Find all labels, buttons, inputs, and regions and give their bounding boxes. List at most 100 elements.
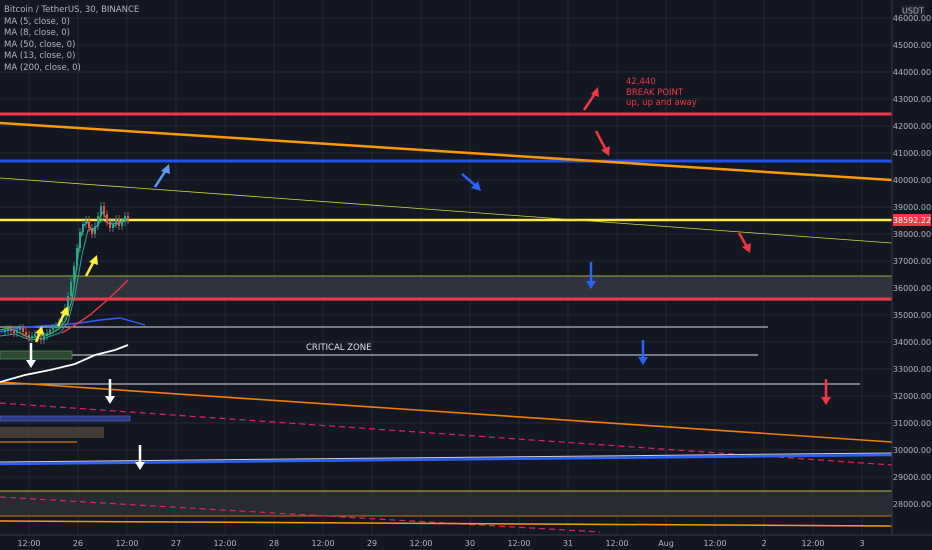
price-tick: 32000.00: [893, 392, 931, 401]
price-tick: 29000.00: [893, 473, 931, 482]
candle-body: [25, 332, 27, 335]
arrow-red-down-2: [737, 232, 751, 253]
indicator-ma-8[interactable]: MA (8, close, 0): [4, 28, 70, 38]
ma-13-line: [61, 279, 129, 334]
price-tick: 43000.00: [893, 95, 931, 104]
candle-body: [100, 206, 102, 216]
currency-label: USDT: [902, 7, 924, 16]
order-block-brown: [0, 427, 104, 438]
candle-body: [127, 216, 129, 220]
arrow-blue-down-3: [638, 340, 648, 365]
candle-body: [121, 222, 123, 226]
price-tick: 44000.00: [893, 68, 931, 77]
candle-body: [97, 216, 99, 226]
candle-body: [91, 228, 93, 234]
symbol-line[interactable]: Bitcoin / TetherUS, 30, BINANCE: [4, 5, 140, 15]
candle-body: [46, 333, 48, 336]
candle-body: [31, 336, 33, 338]
arrow-red-up-1: [582, 87, 599, 111]
indicator-ma-13[interactable]: MA (13, close, 0): [4, 51, 76, 61]
current-price-label: 38592.22: [893, 216, 931, 225]
indicator-ma-200[interactable]: MA (200, close, 0): [4, 62, 81, 73]
arrow-blue-down-2: [586, 262, 596, 289]
time-tick: 29: [367, 539, 377, 548]
price-tick: 31000.00: [893, 419, 931, 428]
time-tick: 12:00: [311, 539, 334, 548]
arrow-yellow-up-1: [34, 326, 44, 343]
arrow-blue-up: [153, 164, 170, 188]
arrow-white-down-2: [105, 379, 115, 404]
support-zone-box: [0, 491, 892, 516]
time-tick: 12:00: [507, 539, 530, 548]
time-tick: 12:00: [703, 539, 726, 548]
price-tick: 46000.00: [893, 14, 931, 23]
candle-body: [28, 335, 30, 338]
price-tick: 34000.00: [893, 338, 931, 347]
break-point-subtitle: up, up and away: [626, 98, 697, 108]
time-ticks: 12:00 26 12:00 27 12:00 28 12:00 29 12:00 30 12:00…: [17, 539, 864, 548]
candle-body: [10, 329, 12, 331]
price-tick: 40000.00: [893, 176, 931, 185]
price-tick: 37000.00: [893, 257, 931, 266]
indicator-ma-5[interactable]: MA (5, close, 0): [4, 16, 70, 27]
yellow-thin-trendline[interactable]: [0, 177, 893, 244]
currency-badge[interactable]: [901, 5, 925, 16]
candle-body: [16, 330, 18, 333]
time-axis[interactable]: [0, 535, 932, 550]
candle-body: [13, 331, 15, 333]
break-point-value: 42,440: [626, 77, 656, 87]
candle-body: [49, 330, 51, 333]
candle-body: [106, 214, 108, 222]
candle-body: [103, 206, 105, 214]
price-tick: 36000.00: [893, 284, 931, 293]
time-tick: 12:00: [115, 539, 138, 548]
candle-body: [73, 266, 75, 282]
candle-body: [124, 216, 126, 222]
time-tick: Aug: [658, 539, 674, 548]
resistance-zone-box: [0, 276, 892, 301]
time-tick: 28: [269, 539, 279, 548]
indicator-ma-50[interactable]: MA (50, close, 0): [4, 39, 76, 50]
price-tick: 41000.00: [893, 149, 931, 158]
blue-support-trendline[interactable]: [0, 453, 893, 466]
arrow-red-down-3: [821, 379, 831, 405]
time-tick: 12:00: [17, 539, 40, 548]
orange-lower-trendline[interactable]: [0, 381, 893, 443]
candle-body: [94, 226, 96, 234]
time-tick: 2: [761, 539, 766, 548]
candle-body: [85, 220, 87, 224]
chart-legend: Bitcoin / TetherUS, 30, BINANCE MA (5, c…: [4, 5, 139, 74]
orange-descending-trendline[interactable]: [0, 121, 893, 182]
ma-8-line: [0, 219, 129, 341]
time-tick: 27: [171, 539, 181, 548]
candle-body: [115, 219, 117, 224]
candle-body: [40, 338, 42, 340]
candle-body: [52, 328, 54, 330]
candle-body: [55, 326, 57, 328]
arrow-white-down-3: [135, 445, 145, 470]
candle-body: [22, 328, 24, 332]
price-tick: 33000.00: [893, 365, 931, 374]
candle-body: [19, 328, 21, 330]
price-axis[interactable]: [892, 0, 932, 535]
candle-body: [79, 232, 81, 248]
time-tick: 12:00: [801, 539, 824, 548]
orange-bottom-trendline[interactable]: [0, 520, 893, 527]
candle-body: [43, 336, 45, 340]
candle-body: [88, 220, 90, 228]
time-tick: 12:00: [409, 539, 432, 548]
price-tick: 30000.00: [893, 446, 931, 455]
pink-dashed-lower-trendline[interactable]: [0, 496, 601, 533]
time-tick: 30: [465, 539, 475, 548]
break-point-title: BREAK POINT: [626, 88, 684, 98]
candle-body: [82, 224, 84, 232]
critical-zone-label: CRITICAL ZONE: [306, 343, 371, 353]
price-tick: 35000.00: [893, 311, 931, 320]
candle-body: [118, 219, 120, 226]
candle-body: [112, 224, 114, 228]
time-tick: 12:00: [213, 539, 236, 548]
current-price-badge[interactable]: [893, 214, 931, 226]
price-tick: 39000.00: [893, 203, 931, 212]
white-support-trendline[interactable]: [0, 452, 893, 463]
